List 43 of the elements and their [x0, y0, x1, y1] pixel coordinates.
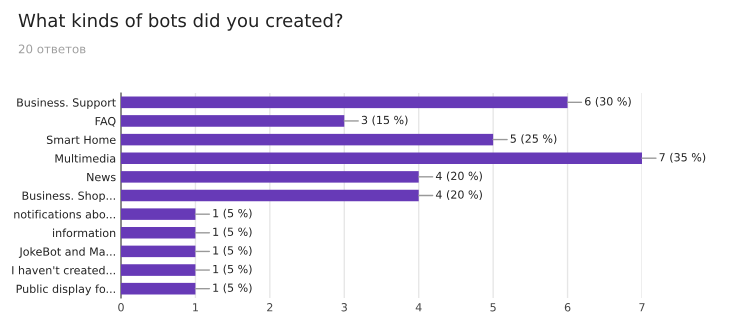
data-label: 5 (25 %)	[510, 134, 556, 144]
bar	[121, 96, 568, 108]
y-tick-label: FAQ	[96, 116, 116, 127]
chart-title: What kinds of bots did you created?	[18, 13, 342, 31]
data-label: 1 (5 %)	[213, 264, 252, 275]
x-tick-label: 5	[490, 303, 496, 312]
x-tick-label: 0	[118, 303, 124, 312]
bar	[121, 226, 196, 239]
data-label: 1 (5 %)	[213, 227, 252, 238]
bar	[121, 190, 419, 202]
bar	[121, 115, 344, 127]
y-tick-label: News	[87, 172, 116, 182]
y-tick-label: notifications abo...	[14, 210, 115, 219]
x-tick-label: 7	[639, 303, 645, 312]
x-tick-label: 4	[416, 303, 422, 312]
bar	[121, 208, 196, 220]
y-tick-label: information	[53, 228, 116, 238]
data-label: 4 (20 %)	[436, 190, 482, 200]
y-tick-label: Business. Shop...	[22, 191, 115, 202]
y-tick-label: Multimedia	[55, 154, 116, 163]
bar	[121, 152, 642, 164]
data-label: 1 (5 %)	[213, 208, 252, 219]
data-label: 1 (5 %)	[213, 246, 252, 256]
bar	[121, 282, 196, 294]
chart-subtitle: 20 ответов	[18, 44, 86, 54]
x-tick-label: 6	[564, 303, 570, 312]
bar	[121, 264, 196, 276]
y-tick-label: JokeBot and Ma...	[18, 247, 115, 258]
x-tick-label: 2	[267, 303, 272, 312]
y-tick-label: Business. Support	[17, 98, 116, 109]
data-label: 1 (5 %)	[213, 283, 252, 294]
bar	[121, 246, 196, 258]
y-tick-label: Smart Home	[46, 136, 116, 144]
bar	[121, 134, 494, 146]
data-label: 4 (20 %)	[436, 172, 482, 182]
x-tick-label: 3	[342, 303, 347, 312]
data-label: 6 (30 %)	[585, 96, 631, 107]
y-tick-label: Public display fo...	[16, 284, 115, 296]
x-tick-label: 1	[193, 303, 198, 312]
data-label: 3 (15 %)	[362, 116, 408, 126]
y-tick-label: I haven't created...	[12, 266, 115, 274]
bar	[121, 171, 419, 183]
data-label: 7 (35 %)	[660, 152, 706, 163]
